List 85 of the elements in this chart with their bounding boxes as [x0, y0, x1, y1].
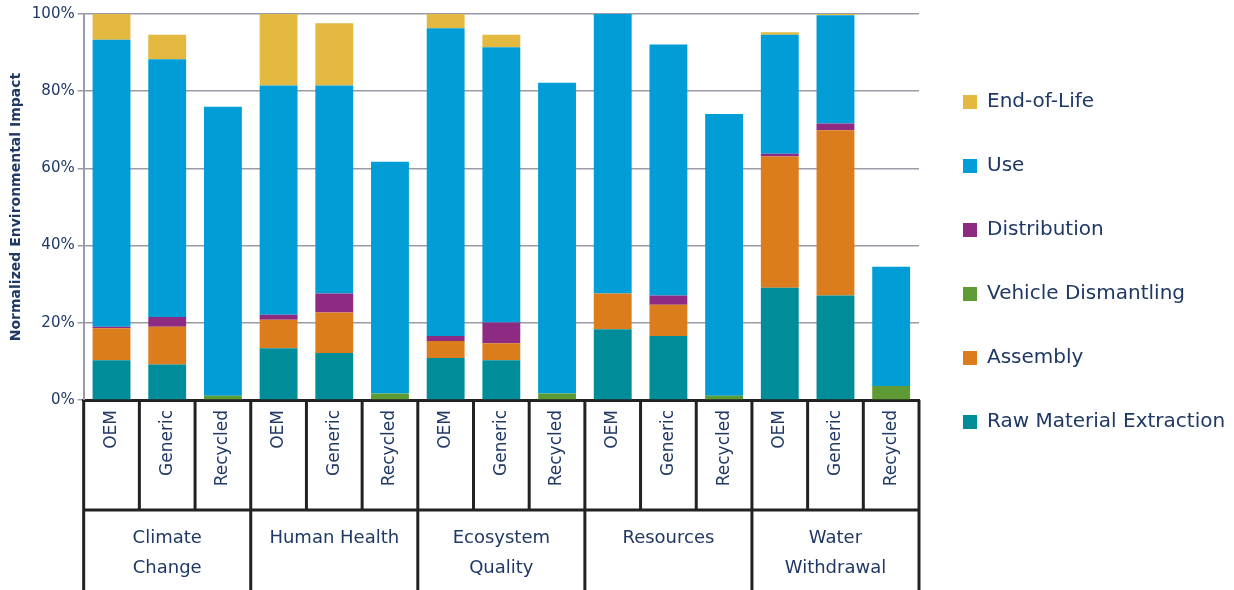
bar — [760, 34, 799, 154]
bar — [872, 386, 911, 400]
bar — [92, 14, 131, 40]
bar — [482, 322, 521, 344]
legend-label: Assembly — [987, 344, 1084, 369]
x-tick-label: Generic — [489, 410, 510, 476]
bar — [148, 326, 187, 365]
bar — [148, 59, 187, 318]
text: Human Health — [269, 525, 400, 547]
x-tick-label: Recycled — [211, 410, 232, 487]
bar — [371, 393, 409, 400]
y-axis-title: Normalized Environmental Impact — [7, 72, 24, 342]
x-tick-label: Generic — [823, 410, 844, 476]
bar — [426, 28, 465, 336]
bar — [482, 360, 521, 400]
bar — [760, 156, 799, 288]
legend-label: End-of-Life — [987, 88, 1095, 113]
bar — [148, 364, 187, 400]
bar — [426, 14, 465, 29]
legend-label: Distribution — [987, 216, 1104, 241]
bar — [92, 360, 131, 400]
legend-label: Vehicle Dismantling — [987, 280, 1185, 305]
bar — [203, 106, 242, 396]
x-tick-label: Recycled — [378, 410, 399, 487]
y-tick-label: 60% — [41, 158, 75, 177]
x-tick-label: Recycled — [879, 410, 900, 487]
bar — [148, 317, 187, 327]
y-tick-label: 100% — [31, 3, 75, 22]
y-tick-label: 40% — [41, 235, 75, 254]
bar — [816, 130, 855, 296]
bar — [593, 293, 632, 330]
bar — [371, 161, 409, 394]
y-tick-label: 20% — [41, 312, 75, 331]
bar — [816, 15, 855, 124]
x-tick-label: OEM — [267, 410, 288, 449]
bar — [92, 328, 131, 361]
bar — [315, 23, 354, 86]
bar — [426, 335, 465, 341]
text: Climate Change — [132, 525, 202, 577]
bar — [538, 82, 576, 394]
bar — [872, 266, 911, 387]
x-tick-label: OEM — [434, 410, 455, 449]
legend-label: Use — [987, 152, 1025, 177]
bar — [649, 295, 688, 305]
bar — [315, 312, 354, 353]
bar — [482, 47, 521, 323]
bar — [259, 348, 298, 400]
bar — [259, 314, 298, 320]
legend-label: Raw Material Extraction — [987, 408, 1226, 433]
x-tick-label: Generic — [656, 410, 677, 476]
bar — [593, 329, 632, 400]
bar — [426, 340, 465, 358]
y-tick-label: 0% — [50, 389, 75, 408]
x-tick-label: Recycled — [712, 410, 733, 487]
bar — [259, 85, 298, 315]
bar — [315, 293, 354, 313]
x-tick-label: Generic — [155, 410, 176, 476]
x-tick-label: Recycled — [545, 410, 566, 487]
bar — [259, 14, 298, 86]
bar — [816, 123, 855, 131]
x-tick-label: OEM — [601, 410, 622, 449]
bar — [816, 295, 855, 400]
bar — [649, 335, 688, 400]
bar — [92, 39, 131, 327]
bar — [538, 393, 576, 400]
bar — [426, 357, 465, 400]
bar — [760, 32, 799, 35]
bar — [649, 304, 688, 336]
bar — [482, 343, 521, 361]
bar — [482, 34, 521, 48]
x-tick-label: Generic — [322, 410, 343, 476]
bar — [259, 319, 298, 349]
bar — [760, 287, 799, 400]
text: Water Withdrawal — [784, 525, 887, 577]
text: Resources — [622, 525, 715, 547]
bar — [593, 14, 632, 294]
x-tick-label: OEM — [768, 410, 789, 449]
bar — [315, 352, 354, 400]
bar — [705, 113, 744, 396]
y-tick-label: 80% — [41, 81, 75, 100]
bar — [315, 85, 354, 294]
x-tick-label: OEM — [99, 410, 120, 449]
text: Ecosystem Quality — [452, 525, 551, 577]
bar — [148, 34, 187, 60]
bar — [649, 44, 688, 296]
